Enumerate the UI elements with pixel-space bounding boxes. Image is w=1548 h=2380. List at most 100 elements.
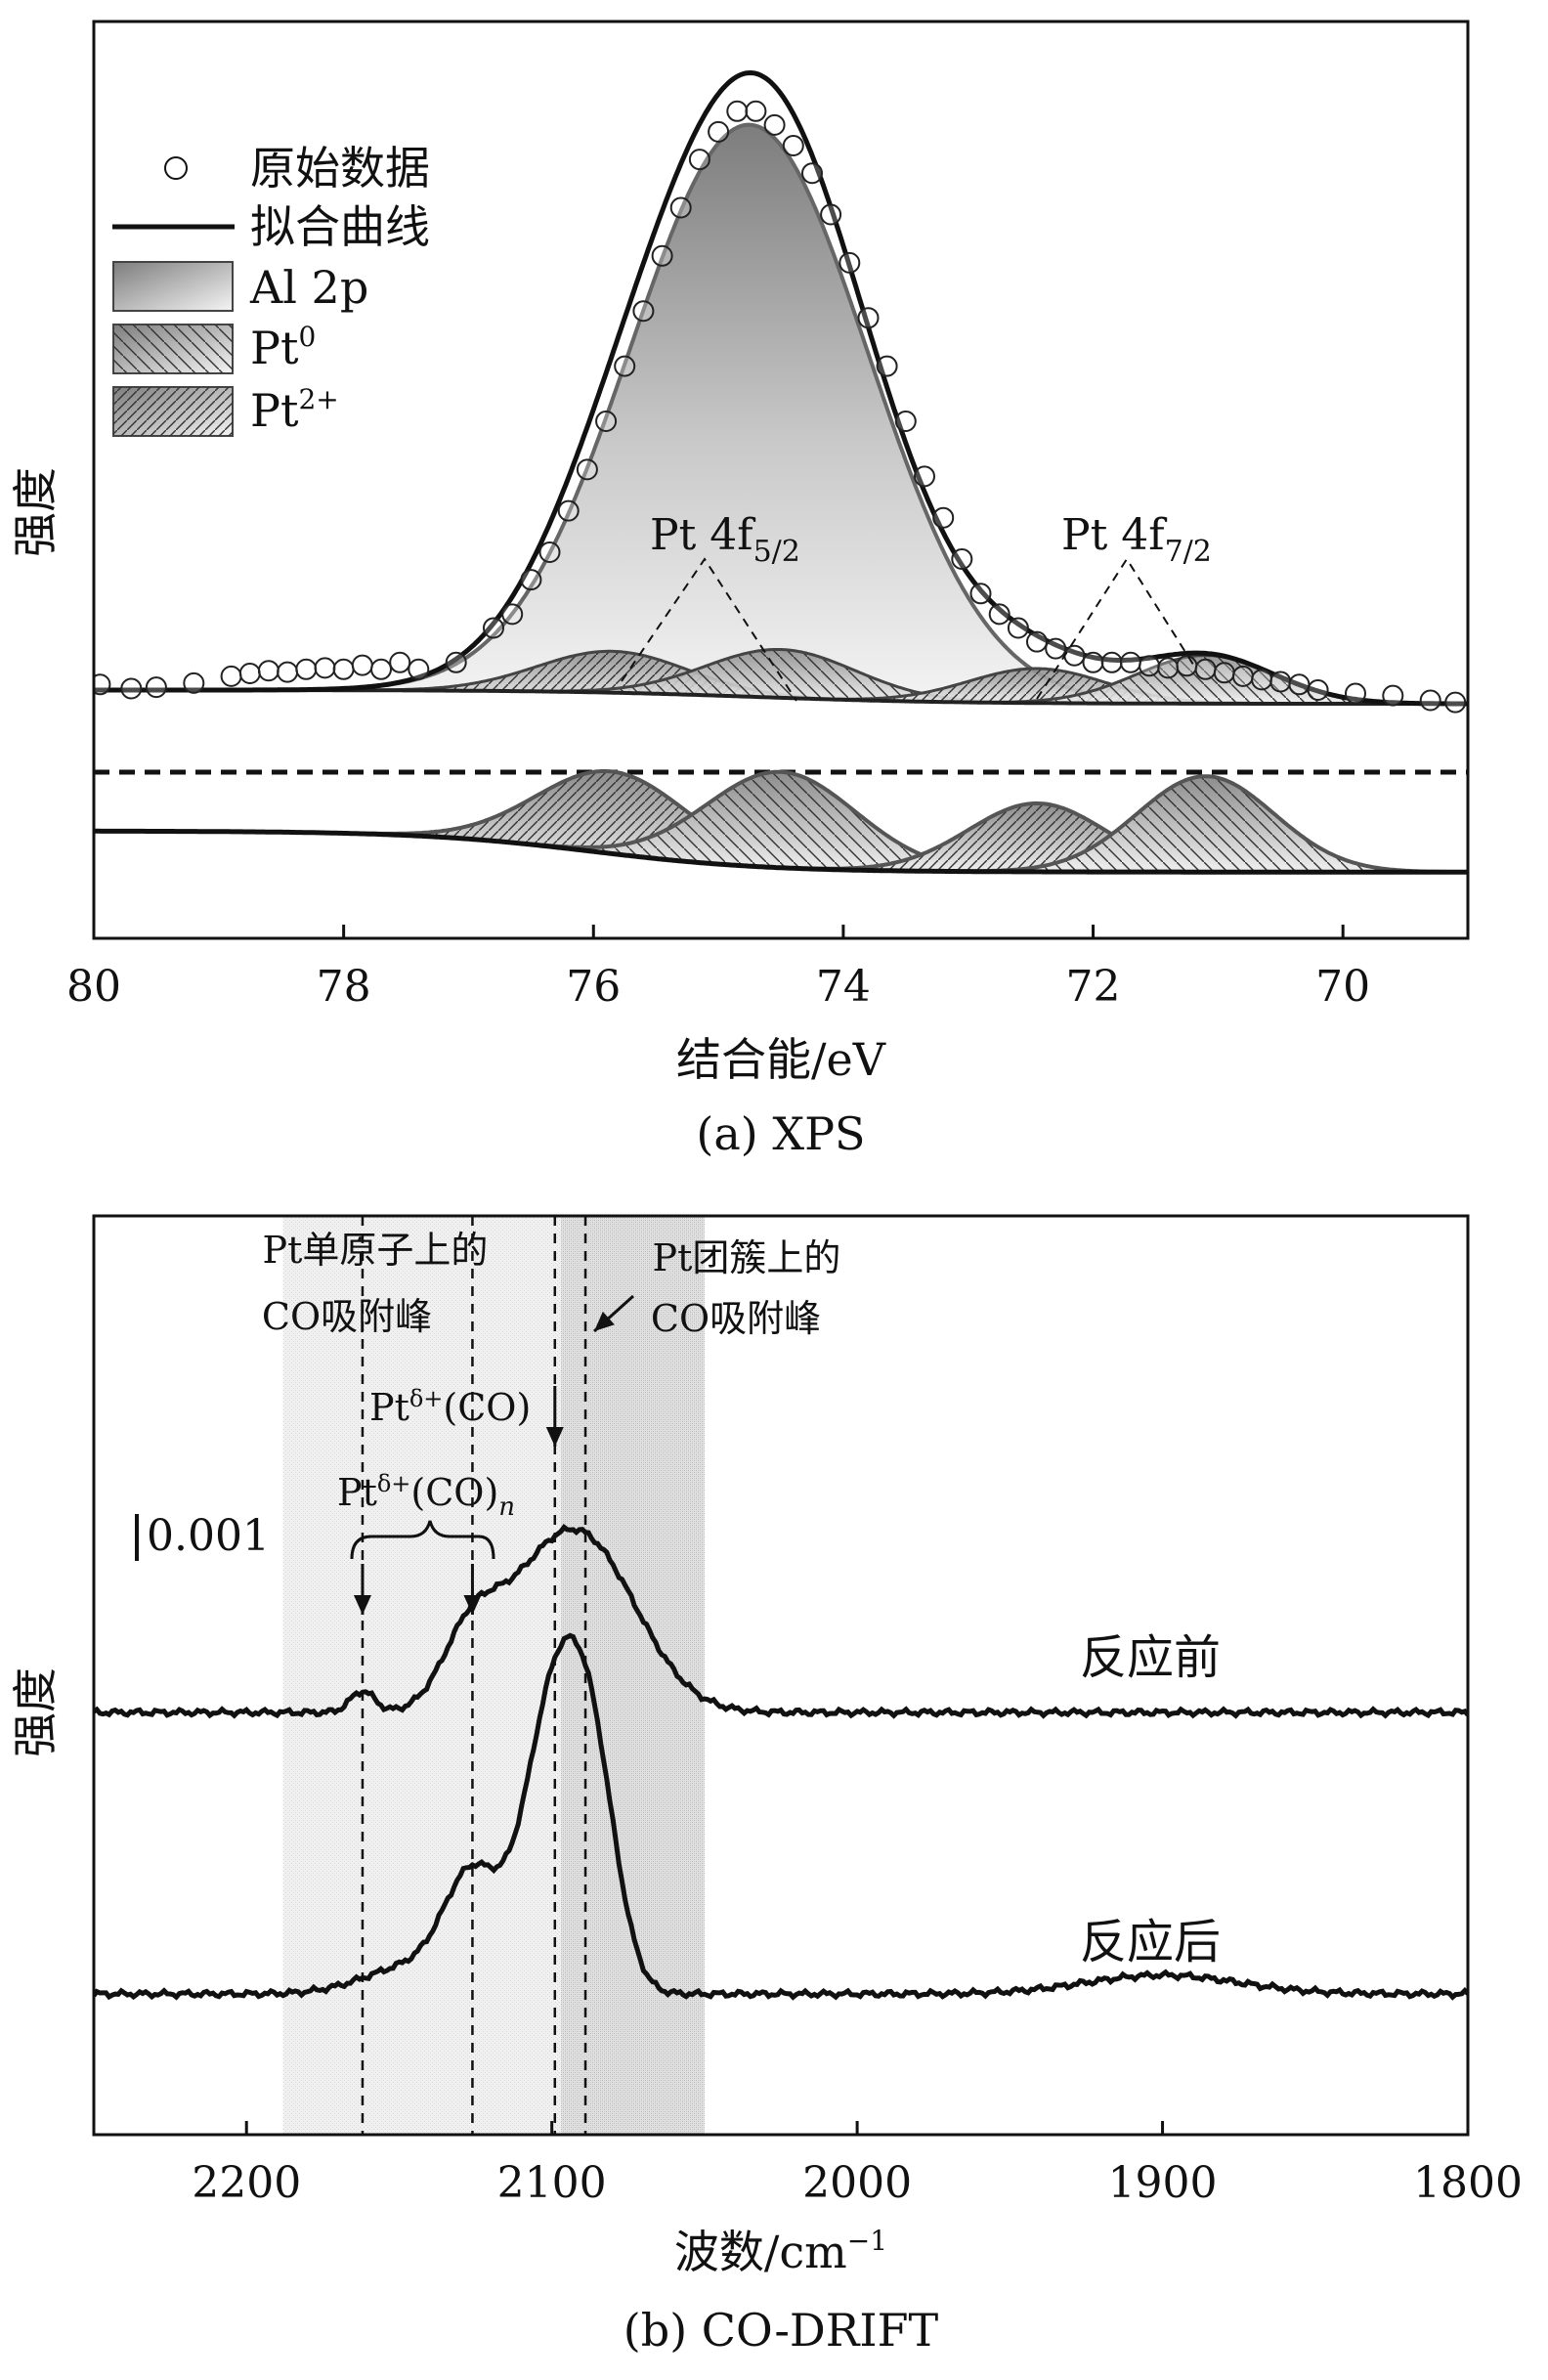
al2p-fill (94, 124, 1468, 705)
xps-raw-point (708, 120, 730, 143)
xps-raw-point (277, 661, 299, 683)
xps-raw-point (295, 658, 318, 680)
xps-raw-point (1063, 644, 1086, 667)
xps-raw-point (969, 583, 992, 605)
xps-plot-area (94, 69, 1468, 875)
trace-label-after: 反应后 (1080, 1915, 1221, 1969)
xps-raw-point (1307, 679, 1329, 701)
xps-legend: 原始数据 拟合曲线 Al 2p Pt0 Pt2+ (112, 142, 430, 437)
hatch-dense-icon (113, 387, 233, 436)
xps-raw-point (238, 663, 261, 684)
hatch-sparse-icon (113, 325, 233, 373)
xps-x-ticks: 80 78 76 74 72 70 (66, 925, 1370, 1012)
annotation-pt-4f-7-2: Pt 4f7/2 (1061, 510, 1212, 569)
xps-raw-point (220, 665, 242, 687)
arrow-co-n-right-head (463, 1595, 482, 1615)
drift-y-axis-title: 强度 (9, 1667, 62, 1757)
annotation-bracket-5-2 (621, 557, 797, 702)
drift-frame (92, 1214, 1470, 2137)
lower-component-hatch-pt0_5_2 (94, 771, 1468, 873)
xps-raw-point (951, 548, 973, 570)
drift-tick-label: 2100 (497, 2158, 607, 2208)
legend-label-pt0: Pt0 (250, 321, 316, 374)
shaded-region-single-atom (282, 1216, 562, 2135)
gradient-box-icon (112, 261, 234, 312)
arrow-pt-co-head (545, 1427, 564, 1447)
xps-raw-point (370, 658, 392, 680)
xps-tick-label: 74 (816, 962, 871, 1012)
xps-raw-point (1119, 651, 1141, 673)
legend-label-pt2: Pt2+ (250, 383, 339, 437)
xps-raw-point (1288, 673, 1311, 696)
xps-raw-point (857, 307, 880, 329)
xps-raw-point (745, 100, 767, 122)
xps-raw-point (145, 676, 167, 699)
pt-component-hatch-pt0_7_2 (94, 655, 1468, 704)
xps-tick-label: 70 (1315, 962, 1370, 1012)
xps-raw-point (932, 506, 955, 529)
legend-item-al2p: Al 2p (112, 261, 368, 314)
xps-tick-label: 72 (1066, 962, 1121, 1012)
xps-raw-point (445, 651, 467, 673)
xps-raw-point (257, 660, 280, 682)
legend-label-fit: 拟合曲线 (250, 200, 430, 253)
xps-raw-point (1444, 691, 1467, 714)
xps-tick-label: 78 (317, 962, 371, 1012)
drift-panel: 2200 2100 2000 1900 1800 强度 波数/cm−1 (b) CO-D… (9, 1214, 1523, 2357)
xps-raw-point (1176, 655, 1198, 677)
xps-raw-point (1157, 657, 1180, 679)
xps-tick-label: 76 (566, 962, 621, 1012)
xps-raw-point (1269, 671, 1292, 693)
xps-raw-point (876, 355, 898, 377)
xps-raw-point (1231, 665, 1254, 687)
legend-item-raw: 原始数据 (164, 142, 430, 195)
xps-raw-point (1419, 689, 1441, 712)
xps-raw-point (782, 135, 804, 156)
xps-raw-point (1345, 682, 1366, 705)
xps-raw-point (894, 411, 917, 432)
xps-x-axis-title: 结合能/eV (676, 1033, 886, 1086)
legend-item-pt0: Pt0 (112, 321, 316, 374)
region-label-cluster: Pt团簇上的 CO吸附峰 (651, 1236, 853, 1340)
xps-annotation-7-2: Pt 4f7/2 (1036, 510, 1212, 700)
xps-raw-point (1007, 617, 1029, 639)
xps-raw-point (820, 203, 842, 226)
arrow-cluster (592, 1294, 635, 1333)
xps-raw-point (1251, 669, 1273, 691)
xps-annotation-5-2: Pt 4f5/2 (621, 510, 800, 702)
xps-raw-point (501, 603, 524, 626)
xps-raw-point (94, 673, 111, 696)
peak-label-pt-co: Ptδ+(CO) (369, 1385, 531, 1429)
xps-y-axis-title: 强度 (9, 467, 62, 557)
annotation-bracket-7-2 (1036, 557, 1196, 700)
xps-raw-point (614, 355, 636, 377)
xps-raw-point (120, 677, 143, 700)
xps-raw-point (1100, 651, 1123, 673)
arrow-co-n-right (463, 1564, 482, 1615)
xps-raw-point (914, 465, 935, 488)
xps-panel: 80 78 76 74 72 70 强度 结合能/eV (a) XPS 原始数据 拟合曲线… (9, 20, 1470, 1160)
xps-raw-point (1082, 651, 1104, 673)
legend-label-raw: 原始数据 (250, 142, 430, 195)
legend-item-fit: 拟合曲线 (112, 200, 430, 253)
drift-x-ticks: 2200 2100 2000 1900 1800 (192, 2121, 1523, 2208)
xps-raw-point (538, 541, 561, 563)
drift-tick-label: 1900 (1108, 2158, 1218, 2208)
xps-raw-point (632, 300, 655, 323)
xps-raw-point (314, 657, 336, 679)
drift-tick-label: 2200 (192, 2158, 301, 2208)
drift-caption: (b) CO-DRIFT (624, 2304, 939, 2357)
xps-raw-point (1382, 684, 1404, 707)
drift-tick-label: 2000 (802, 2158, 912, 2208)
arrow-co-n-left-head (353, 1595, 371, 1615)
open-circle-icon (164, 156, 188, 180)
region-label-single-atom: Pt单原子上的 CO吸附峰 (262, 1229, 500, 1338)
xps-tick-label: 80 (66, 962, 121, 1012)
drift-plot-area (94, 1216, 1468, 2135)
annotation-pt-4f-5-2: Pt 4f5/2 (650, 510, 800, 569)
xps-raw-point (595, 411, 618, 432)
xps-fit-curve (94, 69, 1468, 707)
arrow-cluster-head (594, 1311, 615, 1331)
xps-raw-point (669, 196, 692, 219)
